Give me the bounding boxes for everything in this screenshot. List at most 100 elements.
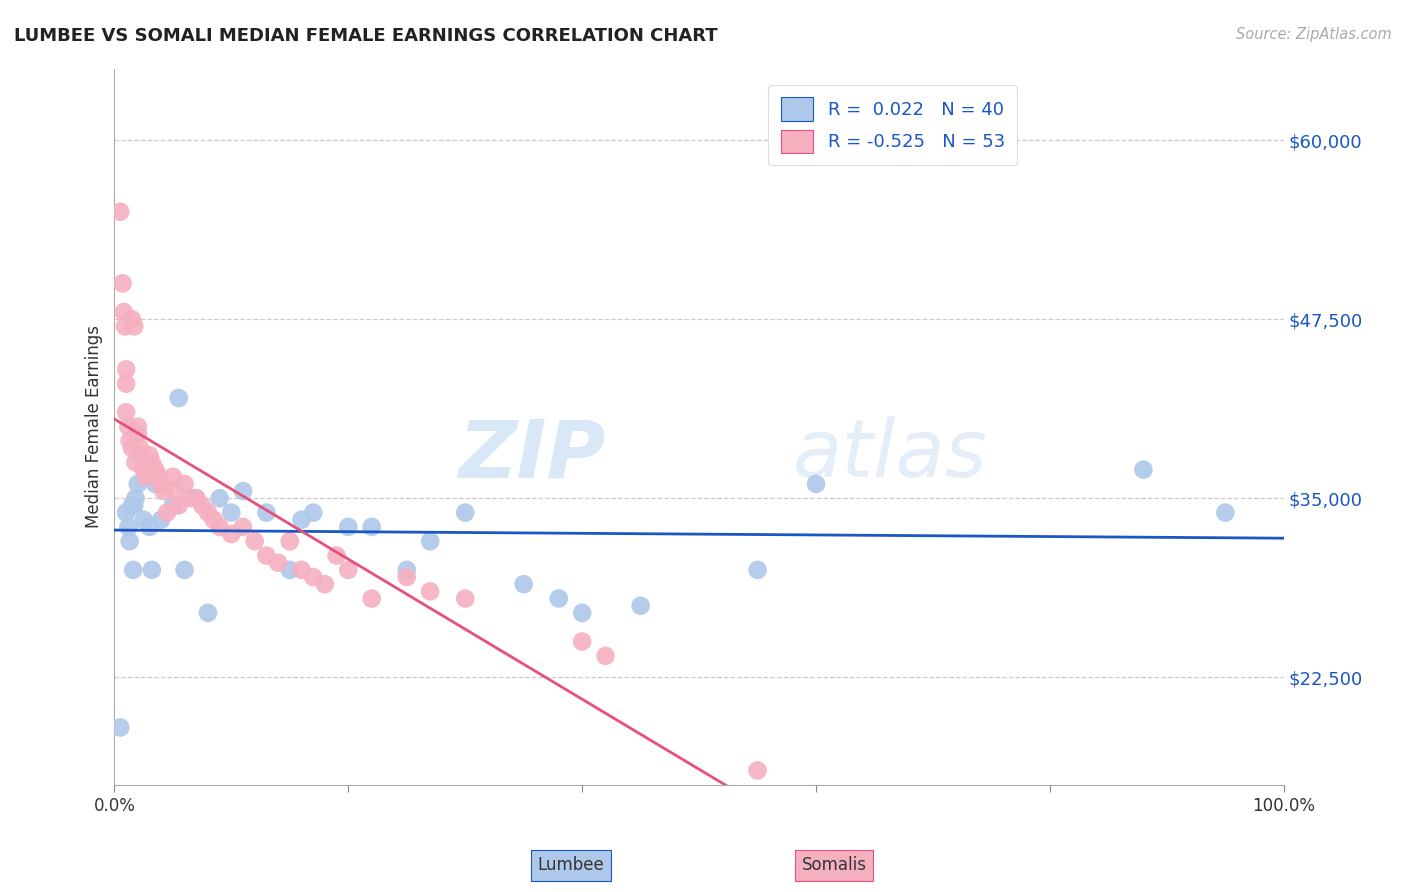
- Point: [152, 484, 174, 499]
- Point: [804, 477, 827, 491]
- Point: [162, 469, 184, 483]
- Point: [124, 319, 146, 334]
- Point: [337, 563, 360, 577]
- Point: [138, 448, 160, 462]
- Point: [132, 513, 155, 527]
- Point: [115, 362, 138, 376]
- Text: Lumbee: Lumbee: [538, 856, 605, 874]
- Point: [595, 648, 617, 663]
- Point: [254, 506, 277, 520]
- Point: [143, 477, 166, 491]
- Point: [143, 462, 166, 476]
- Point: [1213, 506, 1236, 520]
- Point: [186, 491, 208, 506]
- Point: [150, 477, 173, 491]
- Point: [112, 305, 135, 319]
- Point: [110, 204, 132, 219]
- Point: [512, 577, 534, 591]
- Point: [186, 491, 208, 506]
- Text: LUMBEE VS SOMALI MEDIAN FEMALE EARNINGS CORRELATION CHART: LUMBEE VS SOMALI MEDIAN FEMALE EARNINGS …: [14, 27, 717, 45]
- Point: [243, 534, 266, 549]
- Point: [167, 499, 190, 513]
- Point: [124, 491, 146, 506]
- Point: [117, 419, 139, 434]
- Point: [135, 469, 157, 483]
- Point: [747, 563, 769, 577]
- Point: [302, 506, 325, 520]
- Text: ZIP: ZIP: [458, 417, 606, 494]
- Point: [419, 584, 441, 599]
- Point: [121, 441, 143, 455]
- Point: [138, 520, 160, 534]
- Point: [191, 499, 214, 513]
- Point: [132, 462, 155, 476]
- Point: [167, 391, 190, 405]
- Point: [115, 405, 138, 419]
- Point: [208, 520, 231, 534]
- Point: [141, 455, 163, 469]
- Point: [121, 499, 143, 513]
- Point: [395, 563, 418, 577]
- Point: [110, 721, 132, 735]
- Point: [454, 506, 477, 520]
- Point: [197, 506, 219, 520]
- Text: atlas: atlas: [793, 417, 987, 494]
- Point: [325, 549, 347, 563]
- Point: [221, 506, 243, 520]
- Point: [114, 319, 136, 334]
- Point: [278, 534, 301, 549]
- Point: [148, 469, 170, 483]
- Point: [571, 634, 593, 648]
- Point: [290, 563, 312, 577]
- Point: [232, 484, 254, 499]
- Point: [127, 477, 149, 491]
- Point: [127, 419, 149, 434]
- Point: [124, 455, 146, 469]
- Point: [202, 513, 225, 527]
- Point: [127, 426, 149, 441]
- Point: [179, 491, 201, 506]
- Text: Source: ZipAtlas.com: Source: ZipAtlas.com: [1236, 27, 1392, 42]
- Point: [419, 534, 441, 549]
- Point: [111, 277, 134, 291]
- Point: [129, 448, 152, 462]
- Point: [156, 506, 179, 520]
- Point: [314, 577, 336, 591]
- Point: [395, 570, 418, 584]
- Point: [232, 520, 254, 534]
- Point: [150, 513, 173, 527]
- Point: [571, 606, 593, 620]
- Point: [197, 606, 219, 620]
- Point: [278, 563, 301, 577]
- Point: [630, 599, 652, 613]
- Point: [221, 527, 243, 541]
- Point: [290, 513, 312, 527]
- Point: [118, 534, 141, 549]
- Point: [1132, 462, 1154, 476]
- Point: [208, 491, 231, 506]
- Point: [141, 563, 163, 577]
- Point: [337, 520, 360, 534]
- Point: [117, 520, 139, 534]
- Point: [115, 376, 138, 391]
- Point: [360, 591, 382, 606]
- Point: [122, 563, 145, 577]
- Point: [254, 549, 277, 563]
- Legend: R =  0.022   N = 40, R = -0.525   N = 53: R = 0.022 N = 40, R = -0.525 N = 53: [768, 85, 1018, 165]
- Point: [747, 764, 769, 778]
- Point: [454, 591, 477, 606]
- Point: [165, 484, 187, 499]
- Point: [118, 434, 141, 448]
- Point: [267, 556, 290, 570]
- Text: Somalis: Somalis: [801, 856, 866, 874]
- Point: [547, 591, 569, 606]
- Point: [115, 506, 138, 520]
- Point: [124, 499, 146, 513]
- Point: [162, 499, 184, 513]
- Point: [121, 312, 143, 326]
- Point: [129, 441, 152, 455]
- Y-axis label: Median Female Earnings: Median Female Earnings: [86, 326, 103, 528]
- Point: [360, 520, 382, 534]
- Point: [302, 570, 325, 584]
- Point: [173, 477, 195, 491]
